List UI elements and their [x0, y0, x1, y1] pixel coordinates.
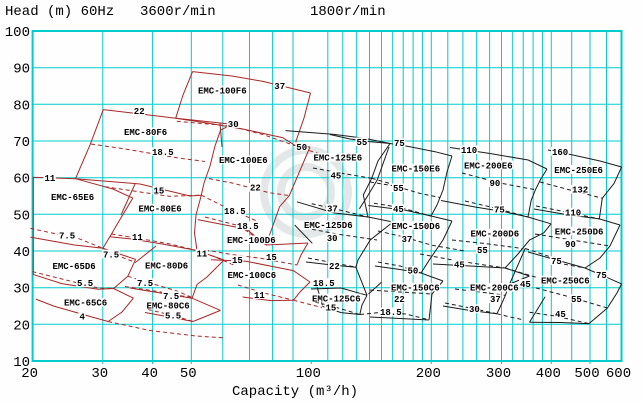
- svg-text:50: 50: [180, 366, 197, 382]
- svg-text:15: 15: [154, 187, 165, 197]
- svg-text:22: 22: [329, 262, 340, 272]
- svg-text:90: 90: [565, 240, 576, 250]
- svg-text:EMC-80D6: EMC-80D6: [145, 262, 188, 272]
- svg-text:160: 160: [552, 148, 568, 158]
- svg-text:22: 22: [394, 295, 405, 305]
- svg-text:5.5: 5.5: [77, 279, 93, 289]
- svg-text:600: 600: [606, 366, 631, 382]
- svg-text:EMC-250D6: EMC-250D6: [555, 227, 604, 237]
- svg-text:55: 55: [357, 138, 368, 148]
- svg-text:45: 45: [393, 205, 404, 215]
- svg-text:EMC-100D6: EMC-100D6: [227, 236, 276, 246]
- svg-text:90: 90: [13, 62, 30, 78]
- svg-text:90: 90: [490, 179, 501, 189]
- svg-text:18.5: 18.5: [380, 308, 402, 318]
- svg-text:45: 45: [555, 310, 566, 320]
- svg-text:18.5: 18.5: [152, 148, 174, 158]
- svg-text:100: 100: [5, 25, 30, 41]
- svg-text:50: 50: [13, 208, 30, 224]
- svg-text:EMC-65E6: EMC-65E6: [51, 193, 94, 203]
- svg-text:45: 45: [520, 280, 531, 290]
- svg-text:22: 22: [134, 107, 145, 117]
- svg-text:EMC-125C6: EMC-125C6: [312, 294, 361, 304]
- svg-text:15: 15: [326, 304, 337, 314]
- svg-text:Capacity (m³/h): Capacity (m³/h): [232, 384, 358, 400]
- svg-text:200: 200: [416, 366, 441, 382]
- svg-text:EMC-150E6: EMC-150E6: [392, 165, 441, 175]
- svg-text:11: 11: [132, 233, 143, 243]
- svg-text:4: 4: [80, 313, 86, 323]
- svg-text:11: 11: [254, 291, 265, 301]
- svg-text:400: 400: [536, 366, 561, 382]
- svg-text:5.5: 5.5: [165, 311, 181, 321]
- svg-text:80: 80: [13, 98, 30, 114]
- svg-text:75: 75: [494, 206, 505, 216]
- svg-text:EMC-150C6: EMC-150C6: [391, 284, 440, 294]
- svg-text:37: 37: [327, 205, 338, 215]
- svg-text:18.5: 18.5: [237, 222, 259, 232]
- svg-text:18.5: 18.5: [224, 207, 246, 217]
- svg-text:110: 110: [461, 146, 477, 156]
- svg-text:11: 11: [45, 174, 56, 184]
- svg-text:37: 37: [274, 82, 285, 92]
- svg-text:11: 11: [197, 250, 208, 260]
- svg-text:100: 100: [296, 366, 321, 382]
- svg-text:18.5: 18.5: [313, 279, 335, 289]
- svg-text:45: 45: [454, 261, 465, 271]
- svg-text:55: 55: [393, 184, 404, 194]
- svg-text:110: 110: [565, 209, 581, 219]
- svg-text:50: 50: [296, 143, 307, 153]
- svg-text:30: 30: [228, 120, 239, 130]
- svg-text:30: 30: [327, 234, 338, 244]
- svg-text:15: 15: [232, 256, 243, 266]
- svg-text:15: 15: [266, 253, 277, 263]
- svg-text:55: 55: [571, 295, 582, 305]
- svg-text:10: 10: [13, 355, 30, 371]
- svg-text:30: 30: [469, 305, 480, 315]
- svg-text:55: 55: [477, 246, 488, 256]
- svg-text:7.5: 7.5: [163, 292, 179, 302]
- svg-text:37: 37: [490, 295, 501, 305]
- svg-text:Head (m) 60Hz: Head (m) 60Hz: [5, 4, 114, 20]
- svg-text:30: 30: [91, 366, 108, 382]
- svg-text:EMC-150D6: EMC-150D6: [392, 222, 441, 232]
- svg-text:20: 20: [13, 318, 30, 334]
- svg-text:50: 50: [408, 267, 419, 277]
- svg-text:EMC-80F6: EMC-80F6: [124, 128, 167, 138]
- svg-text:EMC-200E6: EMC-200E6: [464, 161, 513, 171]
- svg-text:30: 30: [13, 282, 30, 298]
- svg-text:EMC-125E6: EMC-125E6: [314, 154, 363, 164]
- svg-text:EMC-250E6: EMC-250E6: [554, 166, 603, 176]
- svg-text:EMC-200C6: EMC-200C6: [470, 284, 519, 294]
- svg-text:EMC-250C6: EMC-250C6: [541, 277, 590, 287]
- svg-text:20: 20: [21, 366, 38, 382]
- svg-text:300: 300: [486, 366, 511, 382]
- svg-text:7.5: 7.5: [137, 279, 153, 289]
- svg-text:EMC-100C6: EMC-100C6: [228, 271, 277, 281]
- svg-text:7.5: 7.5: [59, 232, 75, 242]
- svg-text:75: 75: [596, 271, 607, 281]
- svg-text:37: 37: [402, 235, 413, 245]
- svg-text:40: 40: [141, 366, 158, 382]
- svg-text:500: 500: [574, 366, 599, 382]
- svg-text:EMC-125D6: EMC-125D6: [304, 221, 353, 231]
- svg-text:75: 75: [394, 139, 405, 149]
- svg-text:EMC-80E6: EMC-80E6: [139, 205, 182, 215]
- svg-text:3600r/min: 3600r/min: [140, 4, 216, 20]
- svg-text:7.5: 7.5: [103, 250, 119, 260]
- svg-text:1800r/min: 1800r/min: [310, 4, 386, 20]
- svg-text:75: 75: [551, 257, 562, 267]
- svg-text:60: 60: [13, 172, 30, 188]
- svg-text:EMC-80C6: EMC-80C6: [147, 302, 190, 312]
- svg-text:45: 45: [331, 172, 342, 182]
- svg-text:22: 22: [250, 184, 261, 194]
- svg-text:EMC-65C6: EMC-65C6: [64, 299, 107, 309]
- svg-text:EMC-100E6: EMC-100E6: [219, 156, 268, 166]
- svg-text:EMC-100F6: EMC-100F6: [198, 86, 247, 96]
- svg-text:132: 132: [572, 186, 588, 196]
- svg-text:70: 70: [13, 135, 30, 151]
- svg-text:EMC-200D6: EMC-200D6: [471, 230, 520, 240]
- svg-text:EMC-65D6: EMC-65D6: [53, 262, 96, 272]
- svg-text:40: 40: [13, 245, 30, 261]
